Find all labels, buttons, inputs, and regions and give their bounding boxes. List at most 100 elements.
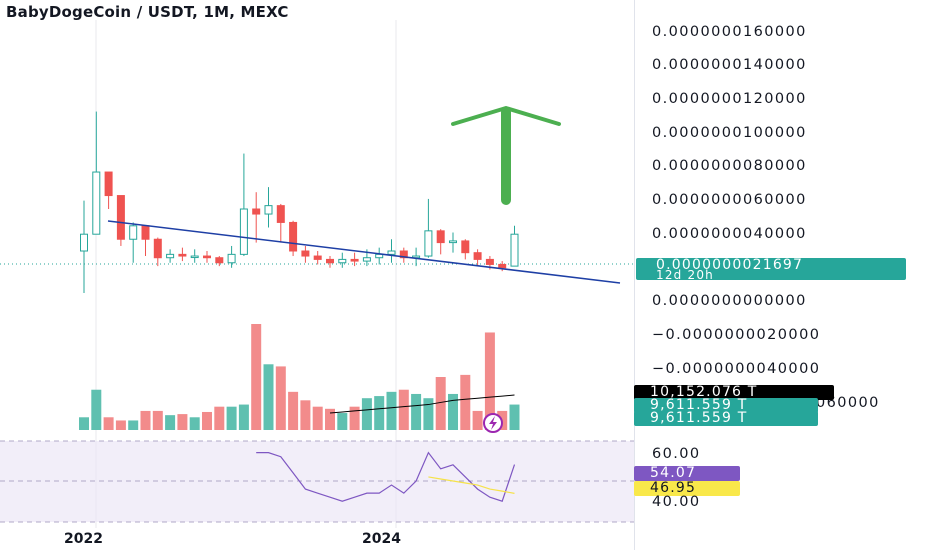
- candle: [166, 249, 175, 263]
- volume-bar: [165, 415, 176, 430]
- volume-bar: [398, 389, 409, 430]
- volume-bar: [79, 417, 89, 430]
- price-tick-8: −0.0000000020000: [652, 327, 821, 343]
- chart-title: BabyDogeCoin / USDT, 1M, MEXC: [6, 3, 289, 21]
- chart-plot-area[interactable]: [0, 0, 634, 550]
- volume-bar: [103, 417, 114, 430]
- rsi-ma-line: [428, 476, 515, 494]
- candle: [153, 237, 162, 267]
- volume-bar: [177, 414, 188, 430]
- last-price-value: 0.0000000021697: [656, 257, 804, 273]
- candle: [375, 247, 384, 265]
- volume-bar: [460, 374, 471, 430]
- volume-bar: [337, 413, 348, 430]
- volume-bar: [325, 408, 335, 430]
- volume-bars: [79, 324, 520, 430]
- volume-bar: [423, 398, 434, 430]
- candlesticks: [80, 111, 519, 293]
- arrow-up-icon[interactable]: [451, 106, 561, 205]
- candle: [190, 249, 199, 263]
- price-tick-6: 0.0000000040000: [652, 226, 807, 242]
- rsi-lower-tick: 40.00: [652, 494, 701, 510]
- candle: [141, 225, 150, 257]
- price-tick-0: 0.0000000160000: [652, 24, 807, 40]
- volume-bar: [448, 393, 458, 430]
- volume-bar: [202, 411, 212, 430]
- rsi-line: [256, 451, 516, 503]
- candle: [276, 203, 285, 243]
- candle: [387, 239, 396, 263]
- last-price-tag: 0.0000000021697 12d 20h: [636, 257, 906, 282]
- volume-bar: [411, 393, 422, 430]
- volume-bar: [361, 398, 372, 430]
- volume-bar: [349, 406, 360, 430]
- volume-bar: [374, 396, 385, 430]
- volume-bar: [91, 389, 102, 430]
- candle: [449, 232, 457, 253]
- volume-bar: [472, 410, 483, 430]
- candle: [239, 153, 248, 257]
- candle: [412, 247, 421, 267]
- volume-bar: [300, 400, 311, 430]
- rsi-value-tag: 54.07: [634, 466, 740, 481]
- rsi-ma-tag: 46.95: [634, 481, 740, 496]
- volume-bar: [484, 332, 495, 430]
- price-tick-7: 0.0000000000000: [652, 293, 807, 309]
- volume-bar: [189, 417, 200, 430]
- candle: [289, 220, 298, 257]
- volume-bar: [251, 324, 262, 430]
- candle: [424, 198, 433, 258]
- price-tick-3: 0.0000000100000: [652, 125, 807, 141]
- candle: [104, 171, 113, 209]
- price-tick-4: 0.0000000080000: [652, 158, 807, 174]
- volume-bar: [115, 420, 126, 430]
- volume-bar: [226, 406, 237, 430]
- candle: [326, 256, 334, 268]
- volume-bar: [152, 410, 163, 430]
- candle: [399, 247, 408, 263]
- volume-bar: [128, 420, 139, 430]
- volume-bar: [288, 391, 299, 430]
- time-label-2024: 2024: [362, 531, 401, 547]
- candle: [436, 229, 445, 255]
- volume-bar: [214, 406, 225, 430]
- lightning-icon[interactable]: [483, 413, 503, 433]
- candle: [350, 252, 359, 267]
- volume-bar: [435, 377, 446, 430]
- candle: [116, 195, 125, 246]
- price-tick-1: 0.0000000140000: [652, 57, 807, 73]
- candle: [178, 247, 187, 262]
- candle: [313, 251, 322, 265]
- volume-current-tag: 9,611.559 T: [634, 398, 818, 413]
- candle: [252, 192, 261, 243]
- candle: [80, 200, 88, 293]
- candle: [473, 249, 482, 267]
- volume-bar: [509, 404, 520, 430]
- candle: [215, 256, 224, 267]
- volume-bar: [140, 410, 151, 430]
- volume-bar: [275, 366, 286, 430]
- time-label-2022: 2022: [64, 531, 103, 547]
- candle: [510, 225, 519, 267]
- candle: [338, 252, 347, 268]
- volume-bar: [312, 406, 323, 430]
- candle: [129, 222, 138, 263]
- candle: [264, 187, 273, 228]
- volume-bar: [386, 391, 397, 430]
- volume-ma-line: [329, 394, 515, 414]
- candle: [301, 245, 310, 263]
- price-tick-2: 0.0000000120000: [652, 91, 807, 107]
- candle: [227, 245, 236, 268]
- volume-current-tag-2: 9,611.559 T: [634, 411, 818, 426]
- price-tick-5: 0.0000000060000: [652, 192, 807, 208]
- candle: [92, 111, 101, 235]
- candle-countdown: 12d 20h: [656, 268, 714, 282]
- volume-bar: [238, 404, 249, 430]
- candle: [203, 251, 211, 263]
- volume-ma-tag: 10,152.076 T: [634, 385, 834, 400]
- descending-trendline[interactable]: [107, 220, 621, 284]
- price-tick-9: −0.0000000040000: [652, 361, 821, 377]
- candle: [461, 239, 470, 260]
- volume-bar: [263, 364, 274, 430]
